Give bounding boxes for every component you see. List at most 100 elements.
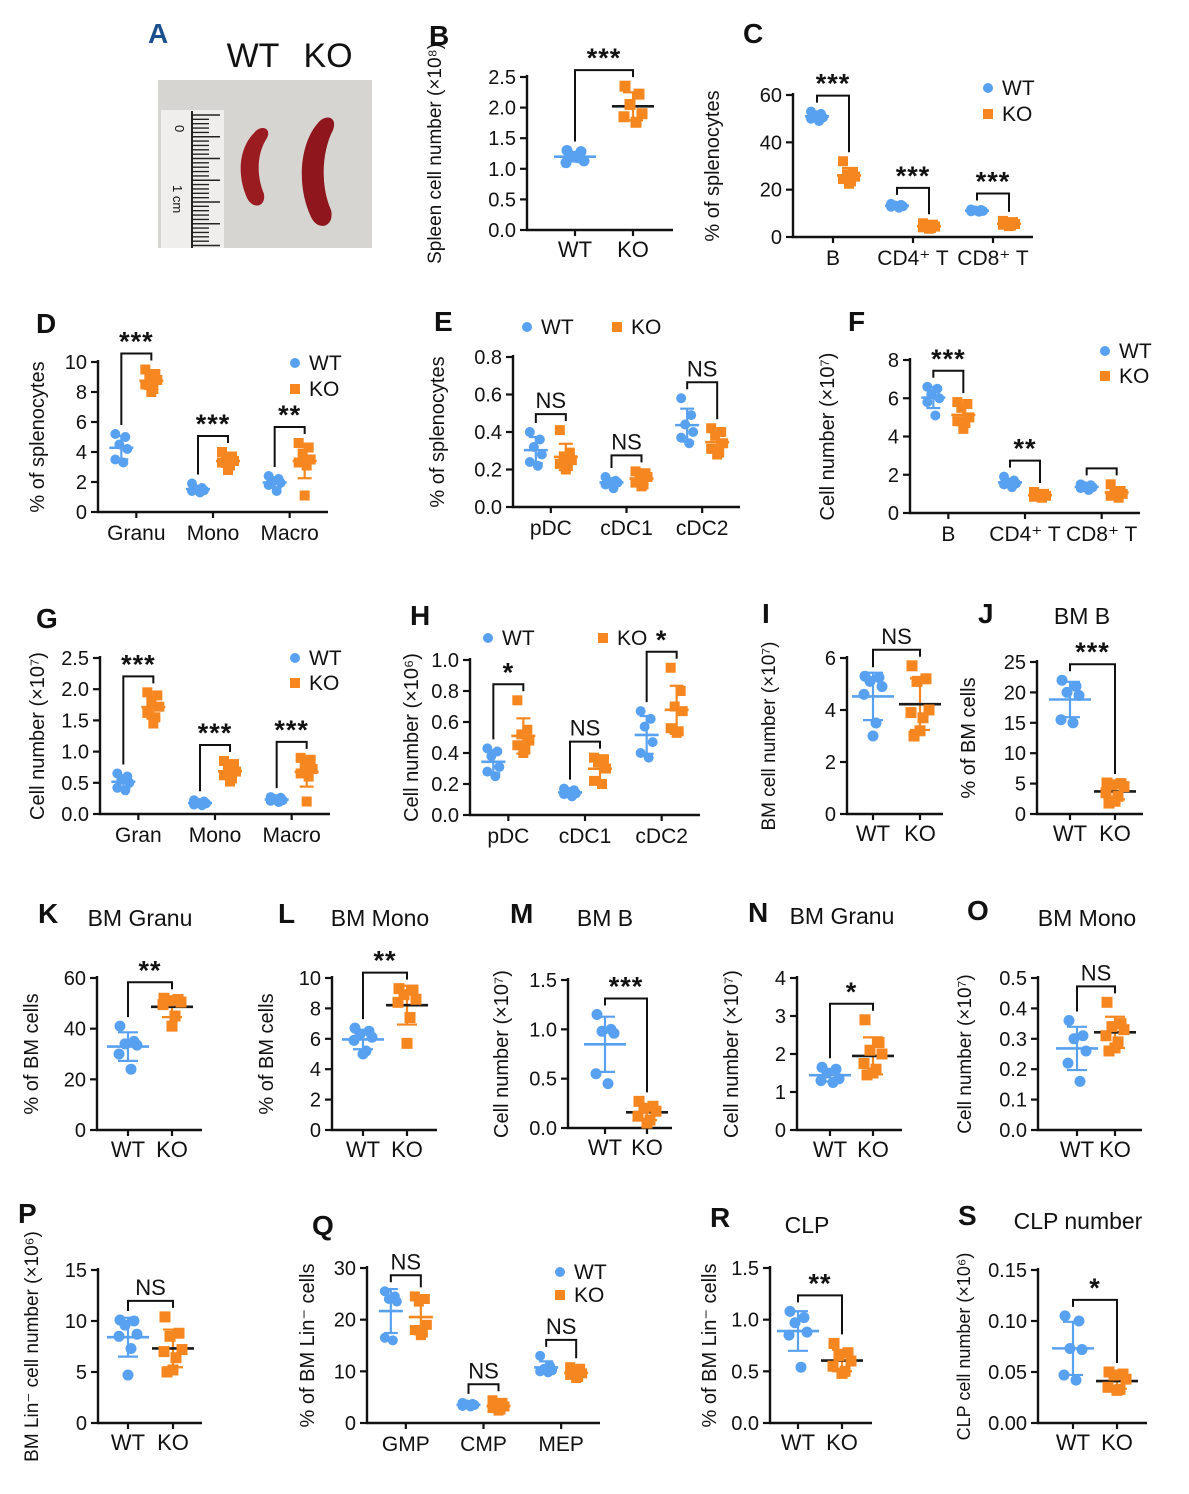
sig-bracket [127, 1299, 174, 1311]
legend-ko-marker [290, 384, 300, 394]
panel-a: A WT KO 0 1 cm [128, 5, 413, 270]
y-tick-label: 2 [775, 1044, 786, 1066]
data-point [639, 721, 650, 732]
data-point [1061, 686, 1073, 698]
data-cluster [554, 144, 596, 169]
y-tick-label: 4 [888, 427, 899, 449]
y-tick-label: 8 [76, 382, 87, 404]
data-point [407, 984, 419, 996]
y-tick-label: 1.0 [61, 742, 89, 764]
data-point [1106, 779, 1118, 791]
data-point [591, 1009, 603, 1021]
data-point [146, 696, 157, 707]
data-point [906, 660, 918, 672]
data-point [1075, 483, 1086, 494]
x-category-label: WT [588, 1135, 622, 1160]
y-tick-label: 0.5 [999, 968, 1027, 990]
data-point [1064, 1343, 1076, 1355]
sig-label: NS [611, 429, 642, 454]
data-cluster [805, 106, 829, 127]
data-point [671, 727, 682, 738]
data-cluster [1074, 479, 1099, 496]
data-point [158, 1346, 170, 1358]
data-cluster [216, 447, 240, 475]
data-point [140, 379, 151, 390]
y-tick-label: 2 [310, 1090, 321, 1112]
data-point [930, 410, 941, 421]
data-point [231, 766, 241, 777]
legend-label: WT [502, 627, 535, 650]
data-point [164, 1330, 176, 1342]
data-point [633, 1095, 645, 1107]
x-category-label: WT [1056, 1430, 1090, 1455]
x-category-label: cDC1 [559, 825, 612, 848]
ruler-ticks [192, 114, 220, 247]
data-point [295, 752, 306, 763]
sig-label: * [656, 625, 668, 655]
y-tick-label: 0 [888, 503, 899, 525]
data-point [1080, 1045, 1092, 1057]
panel-r-svg: R CLP % of BM Lin⁻ cells 0.0 0.5 1.0 1.5 WT KO ** [699, 1202, 872, 1455]
data-point [131, 1328, 143, 1340]
sig-label: NS [546, 1314, 577, 1339]
data-point [1073, 1315, 1085, 1327]
y-tick-label: 2.5 [61, 648, 89, 670]
data-point [669, 701, 680, 712]
sig-bracket [569, 740, 601, 780]
data-cluster [408, 1291, 433, 1341]
data-point [1111, 1384, 1123, 1396]
data-cluster [599, 472, 624, 494]
y-tick-label: 1.5 [731, 1258, 759, 1280]
panel-letter: J [978, 598, 994, 629]
data-point [169, 1010, 181, 1022]
data-point [387, 1335, 398, 1346]
panel-q-svg: Q % of BM Lin⁻ cells 0 10 20 30 GMP CMP MEP NS NS N… [297, 1210, 607, 1456]
sig-label: NS [881, 624, 912, 649]
data-point [1070, 680, 1082, 692]
y-tick-label: 1.0 [431, 650, 459, 672]
data-point [128, 1315, 140, 1327]
data-cluster [342, 1022, 384, 1060]
data-point [379, 1286, 390, 1297]
panel-s-chart: S CLP number CLP cell number (×10⁶) 0.00 0.0… [950, 1195, 1189, 1494]
legend-label: KO [574, 1284, 604, 1307]
data-point [392, 996, 404, 1008]
data-point [409, 1291, 420, 1302]
data-point [873, 672, 885, 683]
data-cluster [1028, 486, 1052, 503]
data-point [676, 393, 687, 404]
y-tick-label: 1.5 [529, 970, 557, 992]
data-point [917, 712, 929, 724]
data-cluster [634, 706, 659, 763]
data-point [635, 706, 646, 717]
data-point [783, 1329, 795, 1341]
y-tick-label: 8 [310, 998, 321, 1020]
data-point [379, 1332, 390, 1343]
data-cluster [378, 1286, 403, 1346]
data-point [401, 1037, 413, 1049]
x-category-label: KO [1099, 821, 1131, 846]
y-axis-title: % of splenocytes [702, 90, 724, 241]
data-point [512, 740, 523, 751]
data-point [795, 1361, 807, 1373]
sig-label: *** [587, 43, 622, 73]
y-tick-label: 40 [64, 1019, 86, 1041]
y-axis-title: CLP cell number (×10⁶) [954, 1253, 974, 1441]
data-point [265, 795, 276, 806]
data-point [677, 706, 688, 717]
panel-title: BM Granu [88, 905, 193, 931]
sig-bracket [610, 454, 643, 468]
legend-wt-marker [290, 653, 300, 663]
data-point [905, 707, 917, 719]
legend-label: WT [1002, 77, 1035, 100]
y-tick-label: 0 [825, 804, 836, 826]
panel-n-svg: N BM Granu Cell number (×10⁷) 0 1 2 3 4 WT KO * [721, 897, 902, 1162]
data-point [154, 701, 165, 712]
data-cluster [997, 215, 1021, 232]
y-tick-label: 0.4 [431, 743, 459, 765]
data-cluster [151, 992, 193, 1032]
data-point [680, 419, 691, 430]
sig-label: NS [687, 356, 718, 381]
data-point [421, 1319, 432, 1330]
